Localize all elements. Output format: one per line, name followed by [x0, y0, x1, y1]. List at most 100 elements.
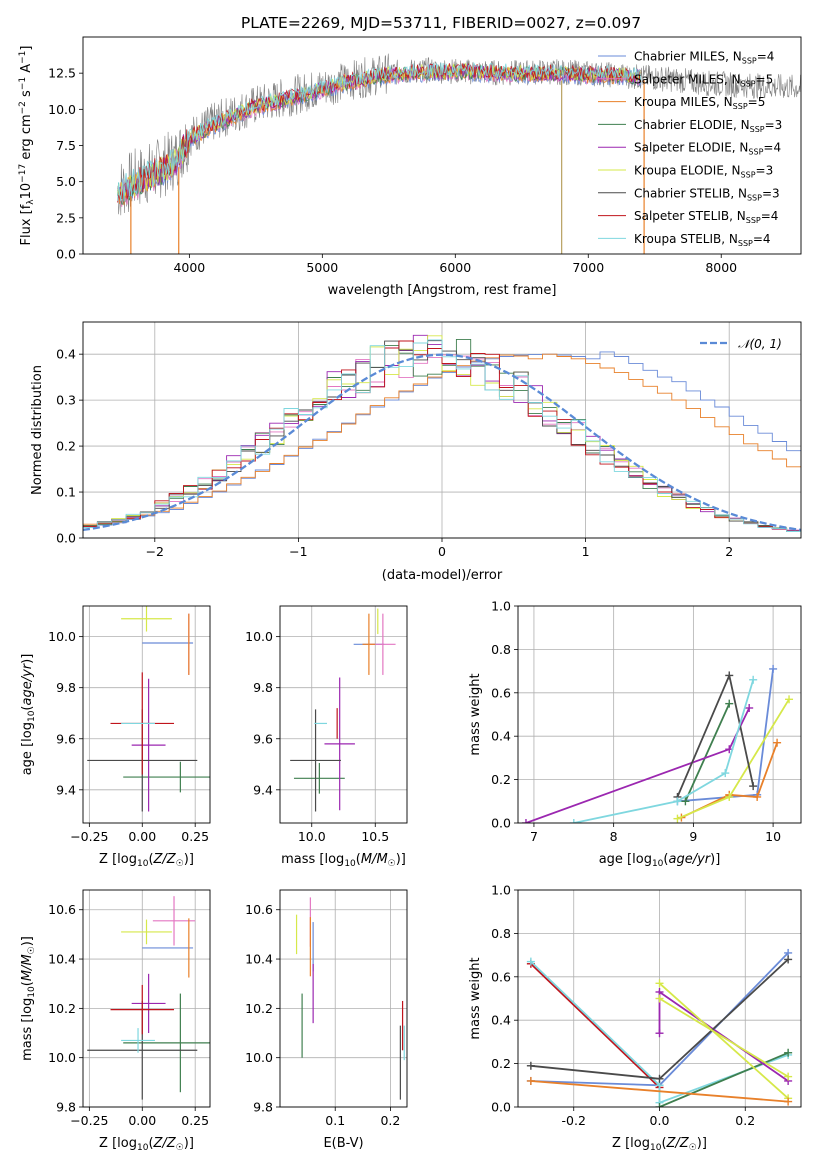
errorbars — [290, 608, 396, 812]
hist-lines — [83, 334, 801, 533]
axes-frame — [517, 605, 802, 824]
label-part: )] — [184, 852, 194, 867]
label-part: 10 — [652, 859, 664, 869]
legend-label: 𝒩(0, 1) — [738, 337, 782, 351]
errorbars — [87, 896, 210, 1100]
legend-n: =5 — [748, 95, 766, 109]
series-line — [659, 1051, 789, 1107]
x-tick-label: 0.1 — [325, 1113, 345, 1128]
label-part: Z/Z — [666, 1136, 690, 1151]
y-tick-label: 2.5 — [56, 210, 76, 225]
legend-label: Kroupa STELIB, NSSP=4 — [634, 232, 771, 248]
axes-frame — [279, 605, 408, 824]
label-part: λ — [26, 199, 36, 205]
y-tick-label: 10.0 — [48, 102, 76, 117]
x-tick-label: −0.25 — [70, 1113, 108, 1128]
y-tick-label: 0.0 — [491, 1100, 511, 1115]
legend-label: Salpeter STELIB, NSSP=4 — [634, 209, 778, 225]
legend-n: =5 — [756, 72, 774, 86]
x-tick-label: -0.2 — [562, 1113, 586, 1128]
label-part: age [log — [20, 722, 35, 775]
legend-sub: SSP — [738, 239, 753, 248]
label-part: )] — [20, 654, 35, 664]
errorbars — [87, 606, 210, 812]
x-tick-label: −1 — [289, 544, 307, 559]
legend-label: Chabrier MILES, NSSP=4 — [634, 50, 774, 66]
label-part: )] — [184, 1136, 194, 1151]
massweight-vs-metallicity-panel: -0.2 0.0 0.2 0.0 0.2 0.4 0.6 0.8 1.0 Z [log10(Z/Z… — [468, 883, 802, 1153]
y-axis-label: mass weight — [468, 957, 483, 1039]
label-part: )] — [697, 1136, 707, 1151]
legend-label: Salpeter MILES, NSSP=5 — [634, 72, 773, 88]
label-part: Z [log — [99, 1136, 137, 1151]
label-part: Z [log — [99, 852, 137, 867]
axes-frame — [517, 889, 802, 1108]
label-part: s — [19, 90, 34, 101]
x-axis-label: E(B-V) — [323, 1136, 363, 1151]
label-part: −1 — [18, 77, 28, 90]
label-part: ☉ — [689, 1143, 697, 1153]
mass-vs-ebv-panel: 0.1 0.2 9.8 10.0 10.2 10.4 10.6 E(B-V) — [245, 889, 408, 1151]
y-tick-label: 0.1 — [56, 485, 76, 500]
legend-label: Chabrier ELODIE, NSSP=3 — [634, 118, 782, 134]
label-part: Z/Z — [153, 1136, 177, 1151]
y-tick-label: 9.6 — [253, 731, 273, 746]
label-part: −17 — [18, 164, 28, 183]
label-part: ( — [20, 981, 35, 986]
label-part: ( — [20, 706, 35, 711]
y-axis-label: mass weight — [468, 673, 483, 755]
y-tick-label: 0.0 — [56, 531, 76, 546]
legend-label: Kroupa ELODIE, NSSP=3 — [634, 164, 773, 180]
label-part: ( — [663, 852, 668, 867]
y-tick-label: 9.8 — [56, 1100, 76, 1115]
x-axis-label: (data-model)/error — [382, 568, 503, 583]
legend-n: =4 — [763, 141, 781, 155]
series-line — [677, 668, 774, 803]
legend-sub: SSP — [741, 171, 756, 180]
x-tick-label: 0.2 — [380, 1113, 400, 1128]
x-tick-label: 10.5 — [361, 829, 389, 844]
series-line — [684, 703, 731, 802]
spectrum-panel: 4000 5000 6000 7000 8000 0.0 2.5 5.0 7.5 10.0 12.5… — [18, 36, 802, 298]
legend-model: Chabrier STELIB, N — [634, 186, 747, 200]
label-part: 10 — [344, 859, 356, 869]
y-tick-label: 0.2 — [491, 772, 511, 787]
legend-n: =4 — [753, 232, 771, 246]
residual-histogram-panel: −2 −1 0 1 2 0.0 0.1 0.2 0.3 0.4 𝒩(0, 1) (data-model… — [30, 321, 802, 583]
legend-model: Salpeter MILES, N — [634, 72, 741, 86]
y-tick-label: 0.4 — [491, 1013, 511, 1028]
label-part: 10 — [650, 1143, 662, 1153]
y-tick-label: 10.2 — [48, 1001, 76, 1016]
y-tick-label: 0.8 — [491, 926, 511, 941]
axes-frame — [82, 605, 211, 824]
axes-frame — [82, 321, 802, 539]
y-tick-label: 7.5 — [56, 138, 76, 153]
model-spectrum-line — [117, 64, 642, 198]
legend-n: =4 — [761, 209, 779, 223]
x-tick-label: 0.2 — [735, 1113, 755, 1128]
series-line — [530, 960, 789, 1104]
legend-sub: SSP — [742, 57, 757, 66]
x-axis-label: Z [log10(Z/Z☉)] — [99, 1136, 194, 1153]
legend-n: =3 — [756, 164, 774, 178]
y-tick-label: 0.3 — [56, 393, 76, 408]
x-axis-label: mass [log10(M/M☉)] — [281, 852, 406, 869]
label-part: ( — [148, 1136, 153, 1151]
legend-n: =3 — [765, 118, 783, 132]
model-spectrum-line — [117, 61, 642, 202]
axes-frame — [82, 889, 211, 1108]
y-axis-label: Flux [fλ10−17 erg cm−2 s−1 A−1] — [18, 46, 36, 246]
series-line — [573, 679, 755, 823]
x-tick-label: 10 — [765, 829, 781, 844]
y-tick-label: 12.5 — [48, 66, 76, 81]
label-part: ( — [148, 852, 153, 867]
y-tick-label: 0.2 — [491, 1056, 511, 1071]
x-tick-label: 9 — [689, 829, 697, 844]
series-line — [659, 997, 789, 1078]
label-part: 10 — [137, 1143, 149, 1153]
y-tick-label: 10.0 — [245, 629, 273, 644]
figure-title: PLATE=2269, MJD=53711, FIBERID=0027, z=0… — [241, 14, 641, 32]
x-tick-label: 0.00 — [128, 1113, 156, 1128]
x-tick-label: 4000 — [173, 260, 205, 275]
